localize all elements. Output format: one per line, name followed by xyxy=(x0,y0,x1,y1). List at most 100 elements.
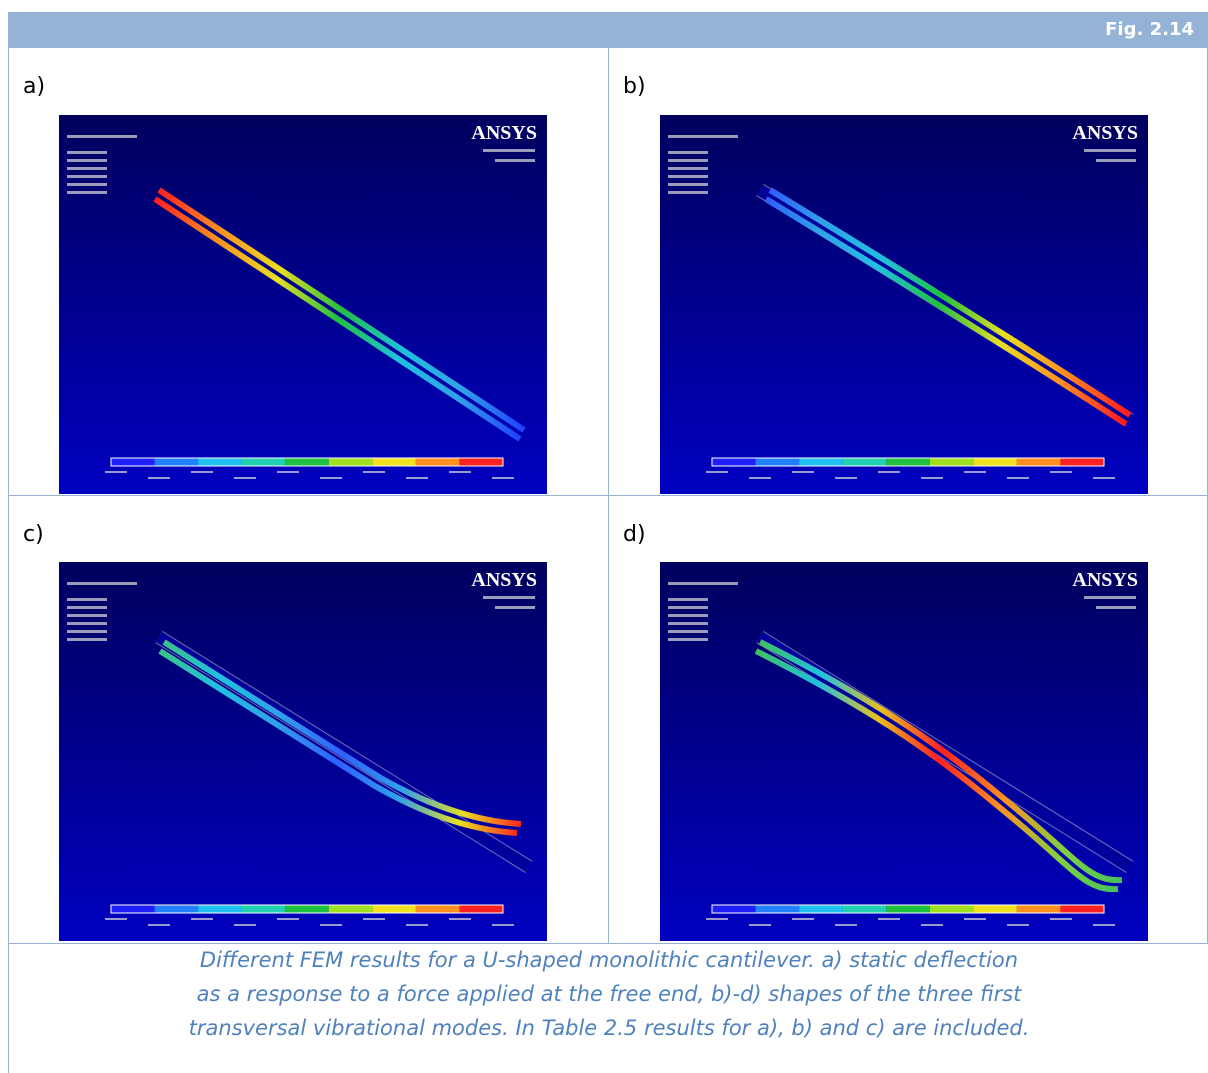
info-text-block xyxy=(668,135,738,138)
legend-swatch xyxy=(1016,905,1061,913)
legend-tick-text xyxy=(148,924,170,926)
beam-strand xyxy=(153,196,522,442)
info-text-block xyxy=(67,614,107,617)
info-text-block xyxy=(67,175,107,178)
legend-tick-text xyxy=(363,918,385,920)
ansys-logo: ANSYS xyxy=(1072,122,1138,144)
caption-line: as a response to a force applied at the … xyxy=(196,982,1022,1006)
legend-swatch xyxy=(154,458,199,466)
legend-swatch xyxy=(842,905,887,913)
image-background xyxy=(59,115,547,494)
legend-tick-text xyxy=(749,924,771,926)
caption-line: Different FEM results for a U-shaped mon… xyxy=(199,948,1019,972)
legend-tick-text xyxy=(706,918,728,920)
header-bar: Fig. 2.14 xyxy=(8,12,1208,47)
legend-tick-text xyxy=(449,471,471,473)
legend-outline xyxy=(711,904,1105,914)
legend-tick-text xyxy=(105,471,127,473)
date-text-block xyxy=(483,596,535,599)
legend-tick-text xyxy=(921,924,943,926)
info-text-block xyxy=(668,151,708,154)
date-text-block xyxy=(495,159,535,162)
caption-line: transversal vibrational modes. In Table … xyxy=(188,1016,1030,1040)
legend-swatch xyxy=(154,905,199,913)
legend-swatch xyxy=(111,458,155,466)
legend-outline xyxy=(711,457,1105,467)
legend-tick-text xyxy=(964,918,986,920)
image-background xyxy=(660,562,1148,941)
legend-swatch xyxy=(886,905,930,913)
info-text-block xyxy=(67,183,107,186)
legend-swatch xyxy=(328,458,373,466)
info-text-block xyxy=(668,167,708,170)
legend-swatch xyxy=(712,905,756,913)
legend-swatch xyxy=(973,458,1017,466)
legend-swatch xyxy=(1016,458,1061,466)
legend-tick-text xyxy=(1050,471,1072,473)
legend-tick-text xyxy=(148,477,170,479)
legend-tick-text xyxy=(835,477,857,479)
legend-tick-text xyxy=(492,477,514,479)
legend-outline xyxy=(110,457,504,467)
info-text-block xyxy=(67,630,107,633)
legend-swatch xyxy=(198,458,242,466)
info-text-block xyxy=(67,622,107,625)
legend-tick-text xyxy=(234,477,256,479)
beam-strand xyxy=(768,187,1132,418)
date-text-block xyxy=(1096,159,1136,162)
legend-swatch xyxy=(372,458,416,466)
legend-swatch xyxy=(929,458,974,466)
image-background xyxy=(660,115,1148,494)
legend-swatch xyxy=(1060,458,1104,466)
panel: a) ANSYS xyxy=(8,47,609,496)
legend-tick-text xyxy=(406,924,428,926)
date-text-block xyxy=(483,149,535,152)
info-text-block xyxy=(668,175,708,178)
panel: b) ANSYS xyxy=(608,47,1208,496)
legend-tick-text xyxy=(277,918,299,920)
beam-strand xyxy=(764,196,1128,427)
info-text-block xyxy=(67,638,107,641)
legend-swatch xyxy=(799,905,843,913)
legend-tick-text xyxy=(449,918,471,920)
legend-tick-text xyxy=(492,924,514,926)
beam-strand xyxy=(162,639,522,827)
info-text-block xyxy=(67,191,107,194)
panel-label: b) xyxy=(623,74,646,99)
legend-tick-text xyxy=(1093,477,1115,479)
legend-swatch xyxy=(886,458,930,466)
info-text-block xyxy=(668,614,708,617)
beam-strand xyxy=(758,639,1123,884)
caption: Different FEM results for a U-shaped mon… xyxy=(8,942,1208,1073)
legend-tick-text xyxy=(706,471,728,473)
info-text-block xyxy=(67,135,137,138)
legend-swatch xyxy=(285,458,329,466)
info-text-block xyxy=(668,630,708,633)
panel: c) ANSYS xyxy=(8,495,609,944)
legend-swatch xyxy=(973,905,1017,913)
legend-tick-text xyxy=(191,918,213,920)
legend-swatch xyxy=(328,905,373,913)
info-text-block xyxy=(67,167,107,170)
legend-swatch xyxy=(459,458,503,466)
legend-swatch xyxy=(755,458,800,466)
legend-tick-text xyxy=(277,471,299,473)
legend-swatch xyxy=(372,905,416,913)
beam-strand xyxy=(157,187,526,433)
legend-tick-text xyxy=(878,471,900,473)
info-text-block xyxy=(668,582,738,585)
image-background xyxy=(59,562,547,941)
legend-swatch xyxy=(111,905,155,913)
legend-swatch xyxy=(929,905,974,913)
info-text-block xyxy=(668,191,708,194)
legend-tick-text xyxy=(320,924,342,926)
legend-outline xyxy=(110,904,504,914)
legend-swatch xyxy=(799,458,843,466)
legend-swatch xyxy=(241,905,286,913)
legend-tick-text xyxy=(1007,924,1029,926)
legend-tick-text xyxy=(320,477,342,479)
legend-tick-text xyxy=(792,471,814,473)
legend-tick-text xyxy=(191,471,213,473)
legend-tick-text xyxy=(105,918,127,920)
